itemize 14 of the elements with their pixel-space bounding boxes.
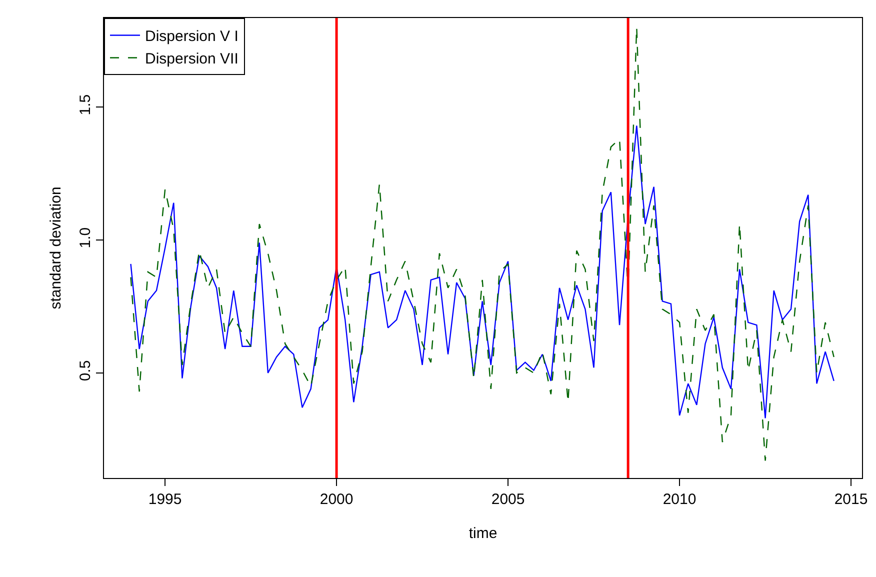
x-tick-label: 2000 <box>320 491 354 508</box>
x-tick-label: 2005 <box>491 491 525 508</box>
y-tick-label: 1.0 <box>77 227 94 248</box>
legend-label: Dispersion V I <box>145 28 238 46</box>
legend-label: Dispersion VII <box>145 50 238 68</box>
y-tick-label: 0.5 <box>77 360 94 382</box>
x-tick-label: 2015 <box>834 491 868 508</box>
line-series <box>130 125 834 419</box>
y-axis-title: standard deviation <box>47 186 64 310</box>
x-axis-title: time <box>468 525 498 542</box>
x-tick-label: 2010 <box>662 491 696 508</box>
y-tick-label: 1.5 <box>77 94 94 116</box>
line-series <box>130 26 834 462</box>
x-tick-label: 1995 <box>148 491 182 508</box>
